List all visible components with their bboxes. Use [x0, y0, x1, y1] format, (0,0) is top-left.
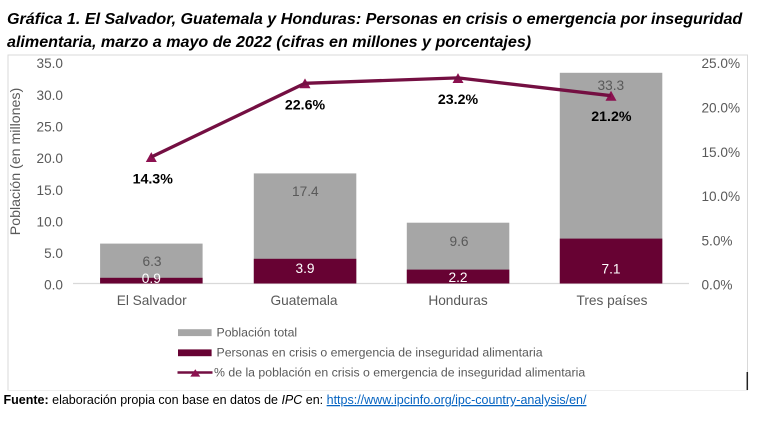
svg-text:17.4: 17.4 — [292, 184, 319, 199]
svg-text:0.9: 0.9 — [142, 271, 161, 286]
svg-text:Honduras: Honduras — [428, 293, 488, 308]
svg-text:20.0: 20.0 — [37, 151, 64, 166]
svg-text:30.0: 30.0 — [37, 88, 64, 103]
svg-text:3.9: 3.9 — [295, 261, 314, 276]
svg-text:Fuente: elaboración propia con: Fuente: elaboración propia con base en d… — [4, 393, 587, 407]
svg-text:Población (en millones): Población (en millones) — [8, 88, 24, 235]
svg-text:Guatemala: Guatemala — [271, 293, 338, 308]
svg-text:Gráfica 1. El Salvador, Guatem: Gráfica 1. El Salvador, Guatemala y Hond… — [7, 10, 743, 28]
svg-text:Personas en crisis o emergenci: Personas en crisis o emergencia de inseg… — [217, 345, 543, 359]
svg-text:10.0%: 10.0% — [702, 189, 741, 204]
svg-text:22.6%: 22.6% — [285, 98, 326, 114]
svg-text:15.0: 15.0 — [37, 183, 64, 198]
svg-text:5.0: 5.0 — [44, 246, 63, 261]
svg-text:25.0%: 25.0% — [702, 56, 741, 71]
svg-text:5.0%: 5.0% — [702, 233, 733, 248]
svg-text:14.3%: 14.3% — [133, 172, 174, 188]
svg-text:33.3: 33.3 — [597, 78, 624, 93]
svg-text:2.2: 2.2 — [448, 270, 467, 285]
svg-text:35.0: 35.0 — [37, 56, 64, 71]
svg-text:Población total: Población total — [217, 325, 298, 339]
svg-text:0.0: 0.0 — [44, 278, 63, 293]
svg-text:10.0: 10.0 — [37, 214, 64, 229]
svg-text:25.0: 25.0 — [37, 120, 64, 135]
svg-text:% de la población en crisis o: % de la población en crisis o emergencia… — [214, 365, 585, 379]
svg-text:21.2%: 21.2% — [591, 109, 632, 125]
svg-text:6.3: 6.3 — [142, 254, 161, 269]
svg-text:20.0%: 20.0% — [702, 101, 741, 116]
svg-text:23.2%: 23.2% — [438, 92, 479, 108]
svg-text:El Salvador: El Salvador — [117, 293, 187, 308]
svg-text:alimentaria, marzo a mayo de 2: alimentaria, marzo a mayo de 2022 (cifra… — [7, 33, 531, 51]
svg-text:15.0%: 15.0% — [702, 145, 741, 160]
svg-text:Tres países: Tres países — [577, 293, 648, 308]
svg-text:9.6: 9.6 — [449, 234, 468, 249]
svg-text:0.0%: 0.0% — [702, 278, 733, 293]
svg-text:7.1: 7.1 — [601, 261, 620, 276]
